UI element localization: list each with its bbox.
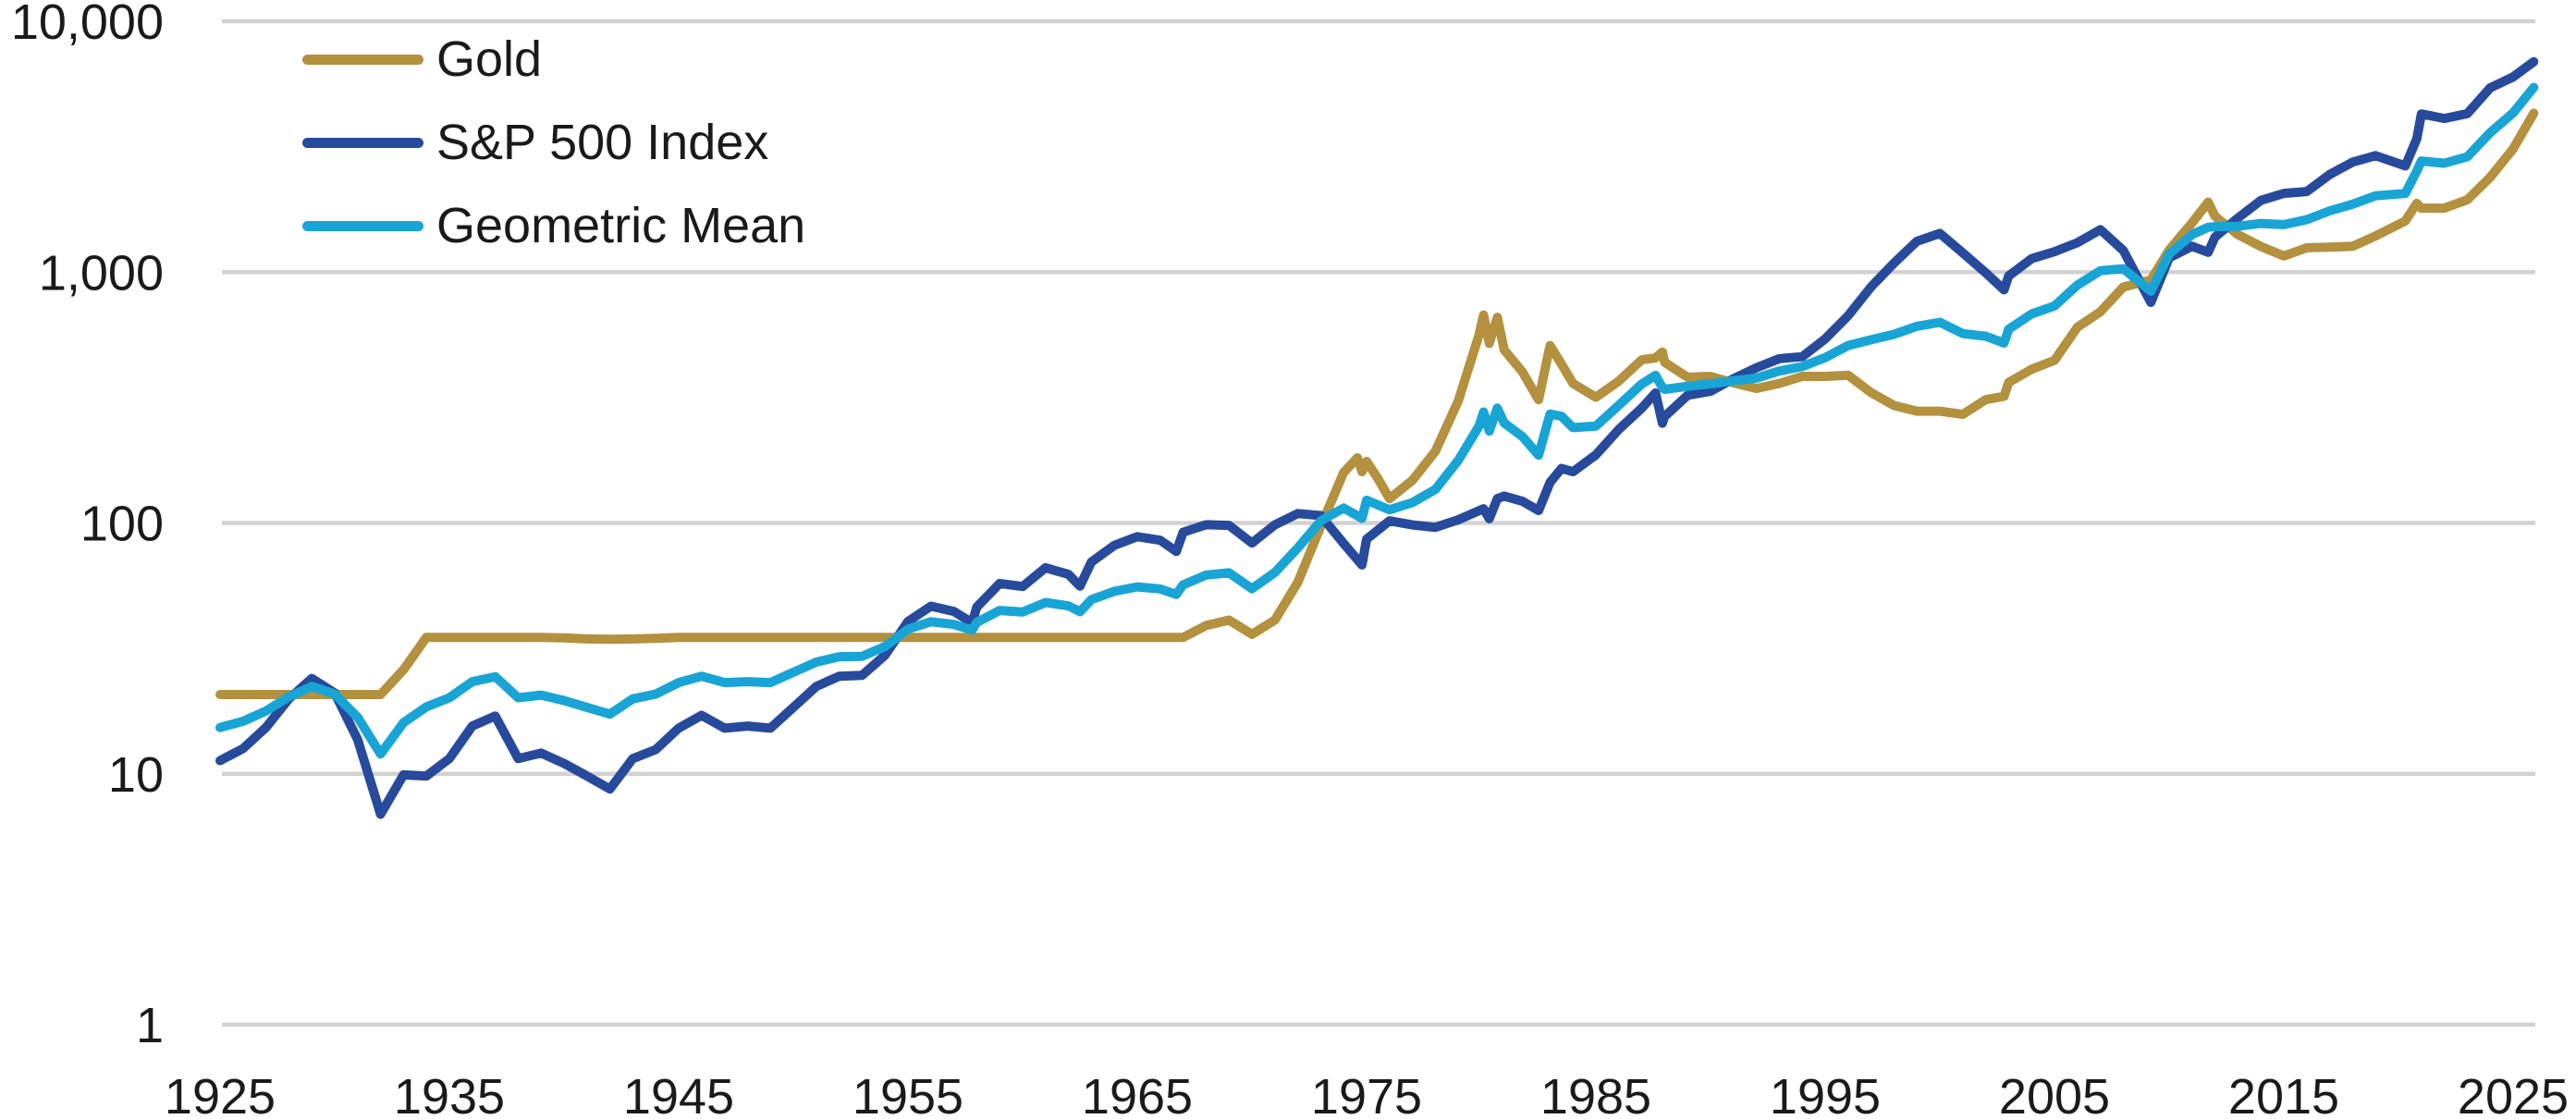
gold-line-swatch — [302, 55, 423, 65]
x-tick-1985: 1985 — [1540, 1069, 1651, 1119]
x-tick-2025: 2025 — [2458, 1069, 2569, 1119]
series-line-geometric-mean — [215, 82, 2539, 759]
x-tick-2005: 2005 — [1999, 1069, 2110, 1119]
y-tick-1000: 1,000 — [39, 245, 164, 301]
y-tick-10000: 10,000 — [11, 0, 164, 50]
x-tick-1925: 1925 — [165, 1069, 276, 1119]
x-tick-1975: 1975 — [1311, 1069, 1422, 1119]
legend-label-sp500: S&P 500 Index — [436, 115, 769, 170]
legend-item-gold: Gold — [302, 33, 805, 86]
legend-label-geometric-mean: Geometric Mean — [436, 198, 806, 253]
x-tick-1995: 1995 — [1770, 1069, 1881, 1119]
x-tick-1955: 1955 — [853, 1069, 963, 1119]
y-tick-1: 1 — [136, 998, 164, 1053]
x-tick-1945: 1945 — [623, 1069, 734, 1119]
geometric-mean-line-swatch — [302, 221, 423, 231]
series-line-gold — [215, 108, 2539, 699]
legend-item-geometric-mean: Geometric Mean — [302, 200, 805, 252]
legend-label-gold: Gold — [436, 31, 543, 87]
y-tick-100: 100 — [80, 497, 164, 552]
sp500-line-swatch — [302, 138, 423, 148]
series-line-s-p-500-index — [215, 56, 2539, 819]
legend-item-sp500: S&P 500 Index — [302, 117, 805, 169]
legend: Gold S&P 500 Index Geometric Mean — [302, 33, 805, 252]
x-tick-1965: 1965 — [1082, 1069, 1193, 1119]
y-tick-10: 10 — [108, 747, 164, 803]
x-tick-2015: 2015 — [2228, 1069, 2339, 1119]
x-tick-1935: 1935 — [394, 1069, 505, 1119]
